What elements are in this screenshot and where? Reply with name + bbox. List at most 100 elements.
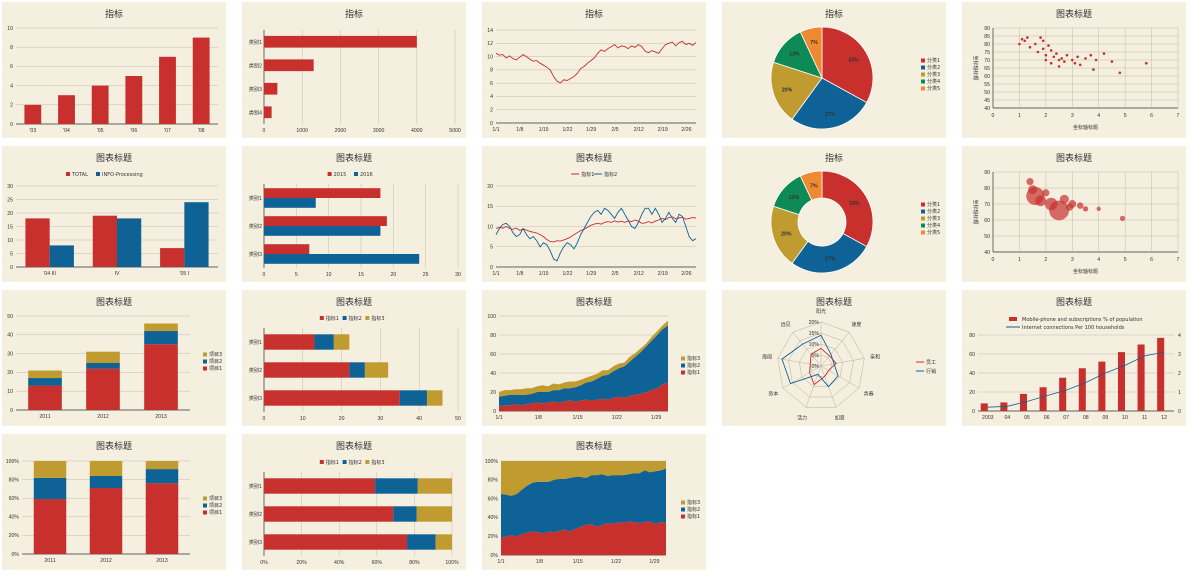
legend-swatch <box>921 72 925 77</box>
y-tick-label: 40% <box>488 515 499 521</box>
x-tick-label: 1/22 <box>611 559 621 565</box>
x-tick-label: 1/15 <box>573 559 583 565</box>
y-tick-label: 80 <box>984 186 990 192</box>
legend-label: 项目2 <box>209 359 222 365</box>
data-point <box>1060 57 1064 60</box>
y-tick-label: 40 <box>984 106 990 112</box>
x-tick-label: '08 <box>198 128 205 134</box>
x-tick-label: 1/1 <box>497 559 504 565</box>
bar-segment <box>28 385 62 410</box>
x-tick-label: 2013 <box>156 558 168 564</box>
data-point <box>1078 63 1082 67</box>
legend-label: 指标1 <box>581 171 594 178</box>
data-point <box>1068 200 1077 208</box>
x-tick-label: 20 <box>339 416 345 422</box>
y-tick-label: 80% <box>9 477 20 483</box>
legend-label: 指标2 <box>349 315 362 322</box>
y-tick-label: 90 <box>984 26 990 32</box>
radar-tick-label: 15% <box>809 331 820 337</box>
y-tick-label: 20 <box>7 370 13 376</box>
radar-axis-label: 远见 <box>781 321 791 328</box>
data-point <box>1049 61 1053 65</box>
pie-slice <box>791 77 868 130</box>
chart-panel-18: 图表标题 0% 20% 40% 60% 80% 100% 1/1 1/8 1/15 1/22 1/29… <box>482 434 706 570</box>
y2-tick-label: 2 <box>1178 371 1181 377</box>
y-tick-label: 15 <box>7 224 13 230</box>
y2-tick-label: 1 <box>1178 390 1181 396</box>
x-tick-label: 7 <box>1177 113 1180 119</box>
x-tick-label: 0 <box>992 113 995 119</box>
chart-title: 图表标题 <box>576 440 612 452</box>
pie-slice <box>799 170 823 201</box>
series-line <box>495 207 697 262</box>
chart-title: 图表标题 <box>576 152 612 164</box>
x-tick-label: 3 <box>1071 257 1074 263</box>
y-tick-label: 50 <box>984 90 990 96</box>
x-tick-label: 4 <box>1097 113 1100 119</box>
bar <box>117 218 142 267</box>
pie-slice <box>799 26 823 79</box>
x-tick-label: 1/22 <box>562 271 572 277</box>
legend-swatch <box>354 172 358 176</box>
y-tick-label: 0 <box>972 409 975 415</box>
bar-segment <box>144 331 178 345</box>
data-point <box>1049 49 1053 52</box>
x-tick-label: 2/26 <box>681 271 691 277</box>
bar <box>92 215 117 267</box>
x-tick-label: 1/8 <box>516 127 523 133</box>
data-point <box>1092 68 1095 71</box>
legend-label: 指标3 <box>371 459 384 466</box>
x-tick-label: 5 <box>295 272 298 278</box>
y-tick-label: 类别3 <box>249 85 262 93</box>
bar <box>91 85 109 124</box>
chart-title: 指标 <box>825 152 843 164</box>
chart-title: 图表标题 <box>96 440 132 452</box>
bar <box>264 226 381 236</box>
x-axis-title: 坐标轴标题 <box>1073 124 1098 131</box>
bar <box>192 37 210 124</box>
legend-swatch <box>203 510 207 515</box>
legend-label: 项目1 <box>209 510 222 516</box>
chart-title: 指标 <box>825 8 843 20</box>
legend-label: 指标1 <box>326 459 339 466</box>
bar-segment <box>349 362 365 378</box>
bar <box>184 202 209 267</box>
y-tick-label: 50 <box>7 314 13 320</box>
x-tick-label: 3000 <box>373 128 385 134</box>
legend-swatch <box>203 503 207 508</box>
y-tick-label: 类别3 <box>249 538 262 546</box>
bar <box>1078 368 1086 411</box>
data-point <box>1084 57 1087 60</box>
bar-segment <box>264 334 315 350</box>
data-point <box>1042 189 1050 197</box>
legend-label: 行销 <box>926 368 936 375</box>
legend-swatch <box>365 316 370 320</box>
x-tick-label: 1/29 <box>586 127 596 133</box>
y-tick-label: 70 <box>984 58 990 64</box>
chart-title: 图表标题 <box>1056 8 1092 20</box>
legend-label: 分类3 <box>927 71 940 78</box>
legend-swatch <box>921 209 925 214</box>
x-tick-label: 2012 <box>100 558 112 564</box>
radar-ring <box>777 321 865 408</box>
legend-label: Mobile-phone and subscriptions % of popu… <box>1022 317 1143 323</box>
data-point <box>1057 65 1061 68</box>
legend-label: 分类5 <box>927 85 940 92</box>
radar-axis-label: 亲和 <box>870 353 880 360</box>
radar-axis-label: 海阔 <box>762 353 772 360</box>
x-tick-label: 0% <box>260 560 268 566</box>
chart-panel-17: 图表标题 指标1 指标2 指标3 0% 20% 40% 60% 80% 100% 类别1 类别2 类别3 <box>242 434 466 570</box>
x-tick-label: 2/5 <box>611 271 618 277</box>
bar-segment <box>264 390 400 406</box>
x-tick-label: 1 <box>1018 113 1021 119</box>
y-tick-label: 90 <box>984 170 990 176</box>
y-tick-label: 0 <box>490 265 493 271</box>
x-tick-label: 06 <box>1044 415 1050 421</box>
x-tick-label: 10 <box>1122 415 1128 421</box>
x-tick-label: 7 <box>1177 257 1180 263</box>
y-tick-label: 类别3 <box>249 394 262 402</box>
x-tick-label: 1/29 <box>586 271 596 277</box>
bar <box>1098 361 1106 411</box>
